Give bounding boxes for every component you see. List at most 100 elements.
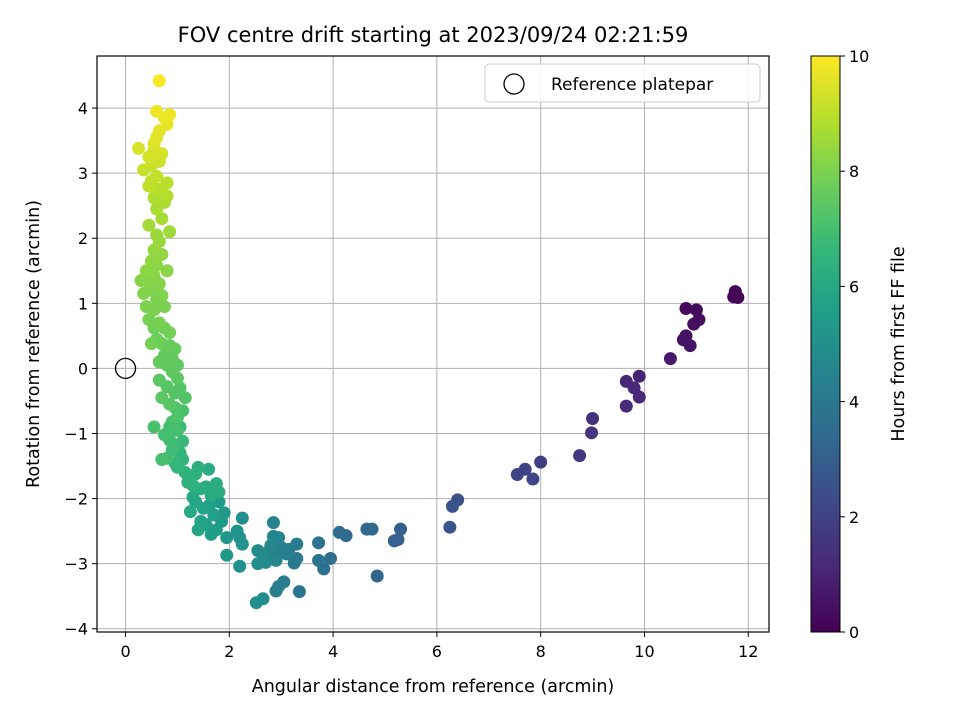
data-point <box>290 551 304 565</box>
colorbar-label: Hours from first FF file <box>889 246 909 441</box>
data-point <box>585 426 599 440</box>
reference-marker <box>114 357 137 380</box>
data-point <box>332 525 346 539</box>
data-point <box>312 553 326 567</box>
data-point <box>731 290 745 304</box>
data-point <box>269 584 283 598</box>
data-point <box>139 300 153 314</box>
data-point <box>632 369 646 383</box>
y-tick-label: −3 <box>64 555 88 574</box>
data-point <box>150 169 164 183</box>
x-axis-ticks: 0 2 4 6 8 10 12 <box>120 632 758 661</box>
data-point <box>163 225 177 239</box>
x-tick-label: 8 <box>536 642 546 661</box>
x-tick-label: 12 <box>738 642 758 661</box>
y-tick-label: −4 <box>64 620 88 639</box>
data-point <box>632 390 646 404</box>
data-point <box>586 412 600 426</box>
x-tick-label: 2 <box>224 642 234 661</box>
data-point <box>235 511 249 525</box>
data-point <box>152 373 166 387</box>
y-tick-label: 3 <box>78 164 88 183</box>
data-point <box>292 585 306 599</box>
data-point <box>249 596 263 610</box>
data-point <box>155 147 169 161</box>
x-axis-label: Angular distance from reference (arcmin) <box>252 677 615 697</box>
data-point <box>144 254 158 268</box>
data-point <box>155 453 169 467</box>
legend-box <box>484 63 761 103</box>
data-point <box>155 391 169 405</box>
chart-title: FOV centre drift starting at 2023/09/24 … <box>178 23 689 47</box>
data-point <box>687 317 701 331</box>
data-point <box>142 179 156 193</box>
data-point <box>679 302 693 316</box>
data-point <box>394 522 408 536</box>
data-point <box>251 557 265 571</box>
data-point <box>220 548 234 562</box>
y-tick-label: 0 <box>78 359 88 378</box>
data-point <box>152 355 166 369</box>
data-point <box>534 455 548 469</box>
data-point <box>181 475 195 489</box>
plot-frame <box>96 55 770 633</box>
grid-lines <box>97 56 769 632</box>
data-point <box>220 531 234 545</box>
data-point <box>683 339 697 353</box>
data-point <box>324 551 338 565</box>
y-tick-label: −1 <box>64 424 88 443</box>
y-tick-label: −2 <box>64 490 88 509</box>
data-point <box>443 520 457 534</box>
x-tick-label: 4 <box>328 642 338 661</box>
colorbar-tick-label: 10 <box>849 47 869 66</box>
data-point <box>163 420 177 434</box>
data-point <box>619 399 633 413</box>
data-point <box>230 524 244 538</box>
data-point <box>163 326 177 340</box>
data-point <box>387 534 401 548</box>
data-point <box>137 287 151 301</box>
data-point <box>142 218 156 232</box>
data-point <box>510 467 524 481</box>
data-point <box>152 316 166 330</box>
y-tick-label: 1 <box>78 294 88 313</box>
data-point <box>189 467 203 481</box>
y-axis-ticks: −4 −3 −2 −1 0 1 2 3 4 <box>64 99 97 639</box>
data-point <box>163 108 177 122</box>
colorbar-tick-label: 4 <box>849 393 859 412</box>
data-point <box>144 337 158 351</box>
data-point <box>207 508 221 522</box>
data-point <box>147 420 161 434</box>
data-point <box>204 527 218 541</box>
data-point <box>573 449 587 463</box>
data-point <box>526 472 540 486</box>
data-point <box>142 313 156 327</box>
data-point <box>155 212 169 226</box>
data-point <box>186 490 200 504</box>
data-point <box>160 176 174 190</box>
data-point <box>360 522 374 536</box>
colorbar-tick-label: 2 <box>849 508 859 527</box>
legend-entry-reference: Reference platepar <box>551 75 713 95</box>
data-point <box>202 462 216 476</box>
data-point <box>155 289 169 303</box>
colorbar <box>810 55 841 633</box>
x-tick-label: 10 <box>634 642 654 661</box>
data-point <box>178 391 192 405</box>
data-point <box>251 544 265 558</box>
data-point <box>269 553 283 567</box>
data-point <box>191 523 205 537</box>
data-point <box>139 264 153 278</box>
data-points <box>132 74 745 610</box>
colorbar-tick-label: 0 <box>849 623 859 642</box>
colorbar-tick-label: 6 <box>849 277 859 296</box>
data-point <box>152 74 166 88</box>
x-tick-label: 0 <box>120 642 130 661</box>
data-point <box>183 505 197 519</box>
data-point <box>663 352 677 366</box>
data-point <box>150 104 164 118</box>
x-tick-label: 6 <box>432 642 442 661</box>
y-axis-label: Rotation from reference (arcmin) <box>24 200 44 488</box>
data-point <box>204 488 218 502</box>
